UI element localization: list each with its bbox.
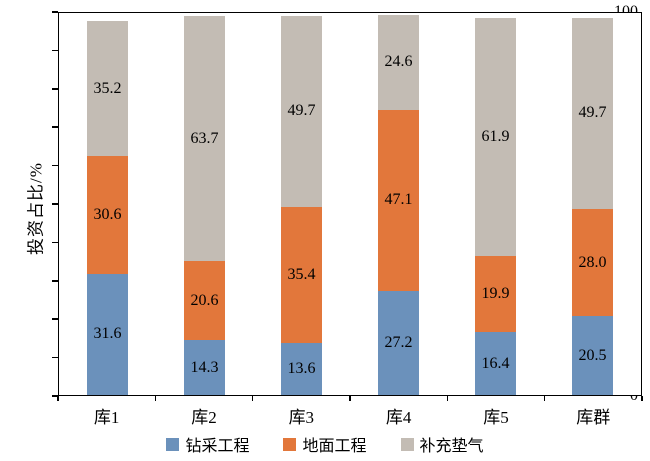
segment-value-label: 47.1 [384,191,413,209]
bar-segment: 24.6 [378,15,419,110]
xtick-mark [251,396,254,401]
legend-swatch-icon [166,437,180,451]
segment-value-label: 63.7 [190,129,219,147]
bar-segment: 16.4 [475,332,516,395]
ytick-mark [52,164,58,167]
legend-label: 地面工程 [302,438,367,455]
ytick-mark [52,88,58,90]
segment-value-label: 20.6 [190,291,219,309]
ytick-mark [52,280,58,282]
bar-segment: 61.9 [475,17,516,256]
xtick-mark [154,396,157,401]
segment-value-label: 35.4 [287,265,316,283]
bar-segment: 20.6 [184,261,225,341]
segment-value-label: 61.9 [481,127,510,145]
bar-segment: 31.6 [87,273,128,395]
bar-segment: 49.7 [281,16,322,207]
segment-value-label: 14.3 [190,358,219,376]
bar-segment: 30.6 [87,156,128,274]
ytick-mark [52,356,58,359]
xtick-mark [57,396,59,401]
x-axis-labels: 库1 库2 库3 库4 库5 库群 [58,403,642,428]
bar-segment: 35.2 [87,21,128,157]
bar-库1: 31.6 30.6 35.2 [87,21,128,395]
bar-segment: 35.4 [281,206,322,343]
bar-segment: 49.7 [572,17,613,209]
x-label-库4: 库4 [385,408,412,427]
x-label-库1: 库1 [93,408,120,427]
bar-segment: 19.9 [475,255,516,333]
ytick-mark [52,318,58,320]
legend-swatch-icon [400,437,414,451]
xtick-mark [543,396,546,401]
ytick-mark [52,203,58,205]
x-label-库群: 库群 [576,408,611,427]
xtick-mark [349,396,351,401]
segment-value-label: 31.6 [93,325,122,343]
legend-item: 地面工程 [283,432,367,456]
segment-value-label: 49.7 [287,102,316,120]
ytick-mark [52,395,58,397]
legend-item: 钻采工程 [166,432,249,456]
segment-value-label: 16.4 [481,354,510,372]
ytick-mark [52,126,58,128]
bar-库5: 16.4 19.9 61.9 [475,17,516,395]
bar-segment: 28.0 [572,208,613,317]
segment-value-label: 13.6 [287,359,316,377]
bar-segment: 27.2 [378,290,419,395]
xtick-mark [446,396,449,401]
bar-库2: 14.3 20.6 63.7 [184,16,225,395]
segment-value-label: 27.2 [384,333,413,351]
bar-库群: 20.5 28.0 49.7 [572,17,613,395]
y-axis-title: 投资占比/% [26,162,46,255]
segment-value-label: 20.5 [578,346,607,364]
legend-label: 补充垫气 [419,438,484,455]
legend-label: 钻采工程 [185,438,250,455]
segment-value-label: 49.7 [578,104,607,122]
segment-value-label: 28.0 [578,253,607,271]
bar-segment: 63.7 [184,16,225,261]
bar-库3: 13.6 35.4 49.7 [281,16,322,395]
legend-swatch-icon [283,437,297,451]
legend: 钻采工程 地面工程 补充垫气 [0,432,650,456]
x-label-库5: 库5 [483,408,509,427]
bar-库4: 27.2 47.1 24.6 [378,15,419,395]
segment-value-label: 35.2 [93,79,122,97]
bar-segment: 14.3 [184,340,225,395]
legend-item: 补充垫气 [400,432,484,456]
x-label-库2: 库2 [191,408,217,427]
ytick-mark [52,241,58,244]
segment-value-label: 30.6 [93,205,122,223]
x-label-库3: 库3 [288,408,315,427]
segment-value-label: 24.6 [384,53,413,71]
plot-area: 31.6 30.6 35.2 14.3 20.6 63.7 13.6 35.4 49.7 27.2… [58,12,642,396]
ytick-mark [52,49,58,52]
ytick-mark [52,11,58,13]
xtick-mark [641,396,643,401]
bar-segment: 13.6 [281,342,322,395]
segment-value-label: 19.9 [481,284,510,302]
bar-segment: 47.1 [378,109,419,291]
bar-segment: 20.5 [572,316,613,395]
